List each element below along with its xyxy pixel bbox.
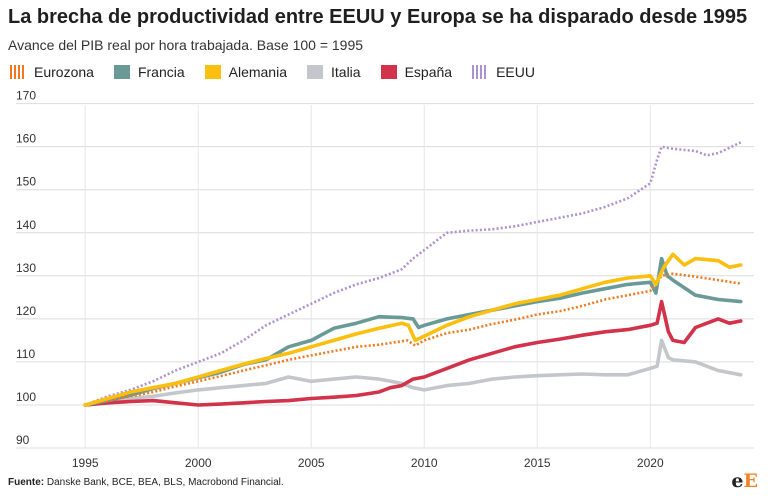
series-line-eurozona: [84, 272, 741, 407]
source-note: Fuente: Danske Bank, BCE, BEA, BLS, Macr…: [8, 477, 284, 488]
series-line-alemania: [83, 252, 743, 407]
series-line-eeuu: [84, 141, 742, 407]
y-tick-label-130: 130: [16, 261, 36, 275]
legend-item-eeuu: EEUU: [472, 64, 535, 80]
legend-item-francia: Francia: [113, 64, 185, 80]
y-tick-label-100: 100: [16, 390, 36, 404]
legend-item-italia: Italia: [307, 64, 361, 80]
y-tick-label-90: 90: [16, 433, 30, 447]
source-text: Danske Bank, BCE, BEA, BLS, Macrobond Fi…: [46, 477, 284, 488]
legend-label-italia: Italia: [331, 64, 361, 80]
chart-title: La brecha de productividad entre EEUU y …: [8, 6, 748, 28]
legend-label-espana: España: [404, 64, 453, 80]
legend-swatch-eeuu: [472, 65, 489, 79]
series-line-espana: [83, 299, 743, 407]
legend-swatch-alemania: [204, 65, 221, 79]
y-tick-label-140: 140: [16, 218, 36, 232]
legend-label-eurozona: Eurozona: [34, 64, 94, 80]
y-tick-label-120: 120: [16, 304, 36, 318]
series-line-italia: [83, 338, 743, 407]
legend-label-eeuu: EEUU: [496, 64, 535, 80]
y-tick-label-150: 150: [16, 175, 36, 189]
x-tick-label-2000: 2000: [185, 456, 212, 470]
brand-logo: eE: [731, 470, 758, 492]
x-tick-label-2010: 2010: [411, 456, 438, 470]
x-tick-label-1995: 1995: [72, 456, 99, 470]
legend-swatch-italia: [307, 65, 323, 79]
x-tick-label-2020: 2020: [637, 456, 664, 470]
legend-item-alemania: Alemania: [204, 64, 287, 80]
chart-subtitle: Avance del PIB real por hora trabajada. …: [8, 37, 364, 53]
legend-swatch-francia: [113, 65, 130, 79]
legend-swatch-eurozona: [10, 65, 26, 79]
y-tick-label-170: 170: [16, 89, 36, 103]
y-tick-label-110: 110: [16, 347, 35, 361]
legend-label-francia: Francia: [137, 64, 185, 80]
x-tick-label-2005: 2005: [298, 456, 325, 470]
legend-item-espana: España: [380, 64, 453, 80]
logo-letter-E: E: [743, 470, 758, 492]
legend-swatch-espana: [380, 65, 397, 79]
legend-label-alemania: Alemania: [228, 64, 287, 80]
legend-item-eurozona: Eurozona: [10, 64, 94, 80]
logo-letter-e: e: [731, 470, 744, 492]
chart-legend: Eurozona Francia Alemania Italia España …: [10, 64, 555, 80]
y-tick-label-160: 160: [16, 132, 36, 146]
x-tick-label-2015: 2015: [524, 456, 551, 470]
source-label: Fuente:: [8, 477, 45, 488]
